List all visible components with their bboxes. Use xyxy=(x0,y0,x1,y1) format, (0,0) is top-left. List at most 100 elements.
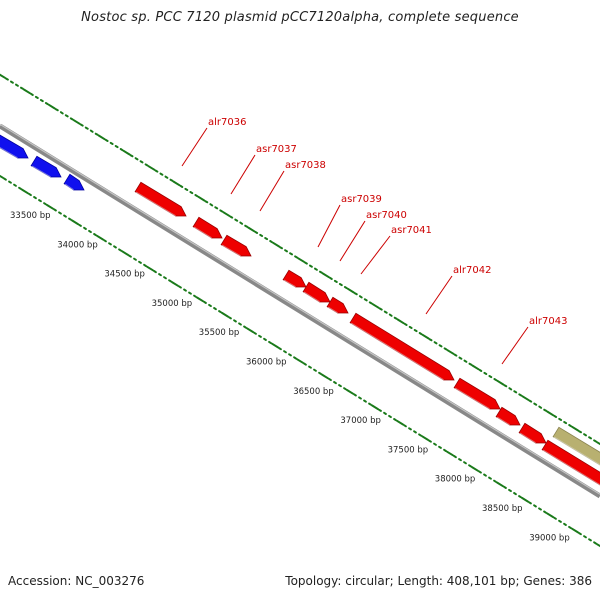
outer-tick xyxy=(321,272,330,279)
gene-callouts: alr7036 asr7037 asr7038 asr7039 asr7040 asr70… xyxy=(181,117,567,365)
inner-tick xyxy=(28,192,32,197)
gene-arrow-asr7040[interactable] xyxy=(302,281,331,303)
inner-tick xyxy=(253,331,257,335)
gene-label-asr7039[interactable]: asr7039 xyxy=(341,194,382,205)
outer-tick xyxy=(134,157,139,161)
inner-tick xyxy=(443,448,447,452)
inner-tick xyxy=(333,381,337,385)
outer-tick xyxy=(144,163,149,167)
callout-line xyxy=(259,170,285,212)
outer-tick xyxy=(269,240,273,244)
outer-tick xyxy=(458,356,463,360)
outer-tick xyxy=(314,267,318,271)
outer-tick xyxy=(129,154,134,158)
inner-tick xyxy=(338,384,342,388)
inner-tick xyxy=(283,350,287,354)
inner-tick xyxy=(463,461,467,465)
inner-tick xyxy=(378,408,382,412)
outer-tick xyxy=(34,95,39,99)
inner-tick xyxy=(396,419,404,426)
inner-tick xyxy=(171,281,179,287)
gene-label-alr7043[interactable]: alr7043 xyxy=(529,316,567,327)
gene-arrow-asr7041[interactable] xyxy=(326,296,349,314)
gene-arrow-alr7042[interactable] xyxy=(349,312,455,381)
outer-tick xyxy=(446,349,455,355)
inner-tick xyxy=(568,525,572,530)
gene-arrow-asr7037[interactable] xyxy=(192,216,223,239)
outer-tick xyxy=(254,230,259,234)
outer-tick xyxy=(378,307,383,311)
outer-tick xyxy=(179,184,184,188)
inner-tick xyxy=(218,310,222,314)
gene-arrow-blue-2[interactable] xyxy=(30,155,62,178)
gene-label-alr7042[interactable]: alr7042 xyxy=(453,265,491,276)
callout-line xyxy=(181,127,208,167)
outer-tick xyxy=(219,209,224,213)
outer-tick xyxy=(209,203,214,207)
gene-arrow-asr7039-highlight xyxy=(283,279,296,288)
gene-arrow-asr7039[interactable] xyxy=(282,269,307,288)
inner-tick xyxy=(493,479,497,483)
gene-arrow-blue-3[interactable] xyxy=(63,173,85,191)
gene-label-asr7041[interactable]: asr7041 xyxy=(391,225,432,236)
outer-tick xyxy=(588,436,592,440)
inner-tick xyxy=(428,439,432,443)
inner-tick xyxy=(8,180,12,184)
outer-tick xyxy=(353,292,358,296)
inner-tick xyxy=(138,260,142,264)
gene-arrow-red-11[interactable] xyxy=(518,422,547,444)
outer-tick xyxy=(578,430,582,434)
gene-label-asr7038[interactable]: asr7038 xyxy=(285,160,326,171)
outer-tick xyxy=(309,264,313,268)
outer-tick xyxy=(371,303,380,309)
inner-tick xyxy=(121,250,129,256)
gene-label-alr7036[interactable]: alr7036 xyxy=(208,117,246,128)
gene-label-asr7037[interactable]: asr7037 xyxy=(256,144,297,155)
gene-arrow-alr7036-highlight xyxy=(135,191,176,217)
inner-tick xyxy=(78,223,82,227)
gene-arrow-asr7038-highlight xyxy=(221,244,241,257)
outer-tick xyxy=(571,425,580,432)
outer-tick xyxy=(39,99,44,103)
outer-tick xyxy=(478,368,483,372)
gene-label-asr7040[interactable]: asr7040 xyxy=(366,210,407,221)
inner-tick xyxy=(103,239,107,243)
outer-tick xyxy=(319,270,323,274)
outer-tick xyxy=(44,102,49,106)
gene-arrow-alr7036[interactable] xyxy=(134,181,187,217)
inner-tick xyxy=(188,291,192,295)
inner-tick xyxy=(196,296,204,303)
inner-tick xyxy=(271,342,279,349)
scale-label: 36000 bp xyxy=(246,358,287,368)
outer-tick xyxy=(508,387,513,391)
inner-tick xyxy=(421,435,429,441)
outer-tick xyxy=(493,378,498,382)
outer-tick xyxy=(433,341,438,345)
gene-arrow-red-12[interactable] xyxy=(541,439,600,486)
gene-arrow-alr7043[interactable] xyxy=(453,377,501,410)
rna-feature-arrow[interactable] xyxy=(552,426,600,466)
outer-tick xyxy=(69,117,74,121)
outer-tick xyxy=(194,194,199,198)
outer-tick xyxy=(546,410,555,417)
gene-arrow-blue-1[interactable] xyxy=(0,133,29,159)
outer-tick xyxy=(483,371,488,375)
inner-tick xyxy=(593,541,597,545)
outer-tick xyxy=(297,257,305,263)
scale-label: 35500 bp xyxy=(199,328,240,338)
scale-label: 39000 bp xyxy=(529,533,570,543)
outer-tick xyxy=(583,433,587,437)
inner-tick xyxy=(433,442,437,446)
outer-tick xyxy=(104,138,109,142)
inner-tick xyxy=(88,229,92,234)
gene-arrow-red-10[interactable] xyxy=(495,406,521,426)
callout-line xyxy=(230,154,256,195)
gene-arrow-asr7038[interactable] xyxy=(220,234,252,257)
outer-tick xyxy=(329,276,333,280)
outer-tick xyxy=(408,325,413,329)
outer-tick xyxy=(543,408,548,412)
outer-tick xyxy=(383,310,388,314)
gene-features xyxy=(0,133,600,486)
gene-arrow-alr7043-highlight xyxy=(454,387,490,410)
inner-tick xyxy=(471,466,479,472)
